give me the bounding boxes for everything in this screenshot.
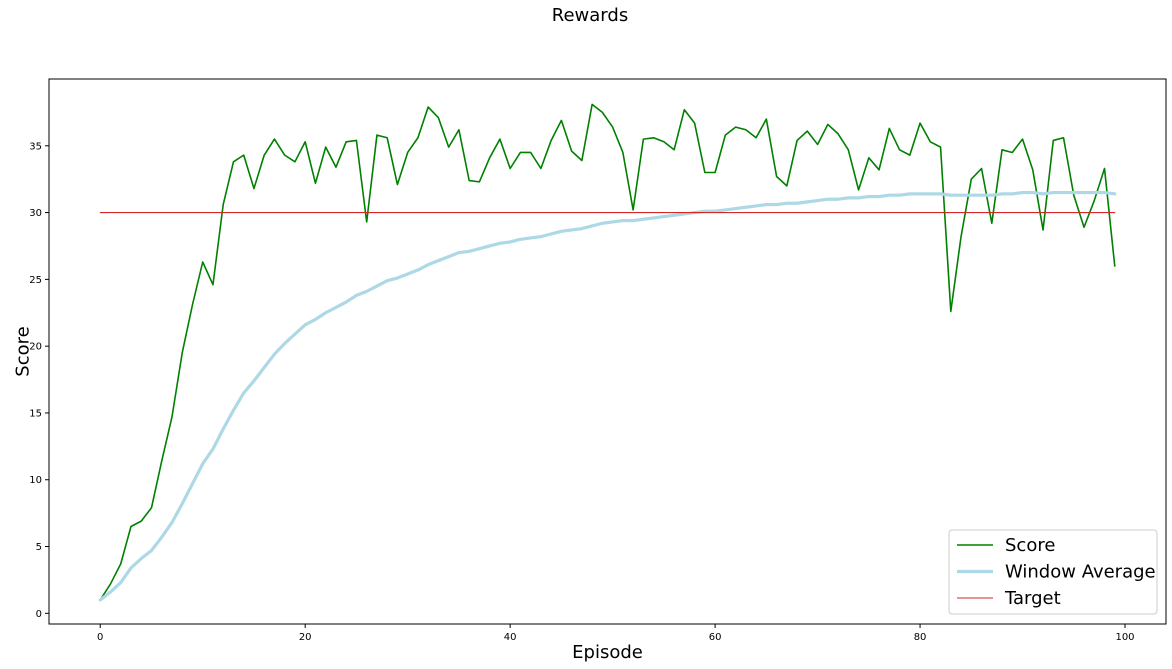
x-tick-label: 40 [504, 632, 517, 643]
y-axis-ticks: 0 5 10 15 20 25 30 35 [29, 141, 49, 620]
y-tick-label: 35 [29, 141, 42, 152]
y-tick-label: 25 [29, 275, 42, 286]
x-tick-label: 80 [914, 632, 927, 643]
plot-frame [48, 78, 1167, 625]
series-layer [98, 103, 1117, 602]
y-tick-label: 30 [29, 208, 42, 219]
legend-label-window-average: Window Average [1005, 562, 1156, 583]
plot-area: 0 20 40 60 80 100 0 5 10 15 20 25 30 35 [29, 78, 1167, 643]
y-tick-label: 15 [29, 408, 42, 419]
x-tick-label: 20 [299, 632, 312, 643]
legend: Score Window Average Target [948, 529, 1158, 615]
y-tick-label: 10 [29, 475, 42, 486]
x-axis-label: Episode [572, 642, 643, 663]
series-line-window-average [98, 190, 1117, 602]
x-axis-ticks: 0 20 40 60 80 100 [97, 624, 1135, 643]
y-tick-label: 5 [36, 542, 42, 553]
y-axis-label: Score [12, 326, 33, 376]
x-tick-label: 60 [709, 632, 722, 643]
x-tick-label: 0 [97, 632, 103, 643]
y-tick-label: 0 [36, 609, 42, 620]
x-tick-label: 100 [1115, 632, 1134, 643]
y-tick-label: 20 [29, 342, 42, 353]
legend-label-score: Score [1005, 535, 1055, 556]
legend-label-target: Target [1004, 588, 1061, 609]
series-line-score [99, 103, 1116, 601]
legend-box [948, 529, 1158, 615]
chart-title: Rewards [552, 5, 628, 26]
